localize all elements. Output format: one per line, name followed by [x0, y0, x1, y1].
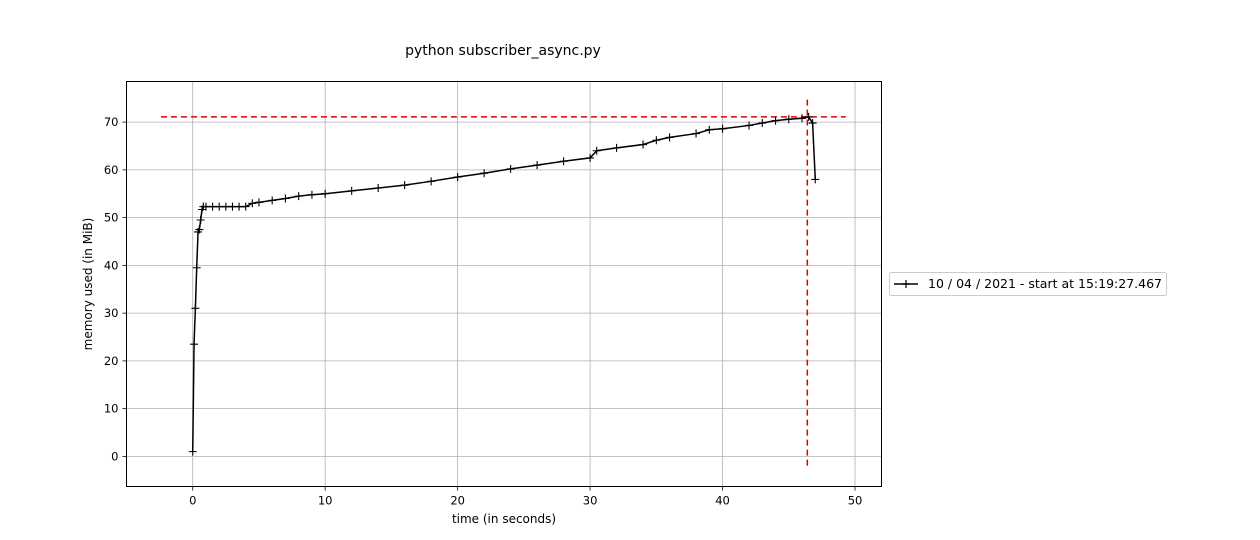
- y-tick-label: 70: [104, 115, 119, 129]
- data-point: [705, 125, 714, 134]
- data-point: [192, 263, 201, 272]
- data-point: [400, 181, 409, 190]
- x-tick-label: 10: [318, 494, 333, 508]
- data-point: [758, 119, 767, 128]
- y-tick-label: 50: [104, 211, 119, 225]
- data-point: [586, 153, 595, 162]
- data-point: [639, 140, 648, 149]
- data-point: [652, 136, 661, 145]
- series-line: [191, 115, 817, 452]
- data-point: [612, 143, 621, 152]
- data-point: [307, 190, 316, 199]
- data-point: [191, 304, 200, 313]
- x-tick-label: 50: [848, 494, 863, 508]
- data-point: [248, 199, 257, 208]
- y-tick-label: 40: [104, 258, 119, 272]
- plot-frame: [126, 81, 882, 487]
- data-point: [745, 121, 754, 130]
- data-point: [480, 169, 489, 178]
- y-tick-label: 30: [104, 306, 119, 320]
- legend-marker: [902, 280, 910, 288]
- data-point: [190, 340, 199, 349]
- data-point: [665, 133, 674, 142]
- data-point: [453, 173, 462, 182]
- y-tick-label: 0: [111, 449, 118, 463]
- data-point: [506, 164, 515, 173]
- data-point: [718, 124, 727, 133]
- data-point: [321, 189, 330, 198]
- data-point: [374, 184, 383, 193]
- x-axis-label: time (in seconds): [452, 512, 556, 526]
- data-point: [592, 146, 601, 155]
- peak-reference-lines: [160, 99, 846, 468]
- data-point: [347, 186, 356, 195]
- data-point: [808, 119, 817, 128]
- data-point: [804, 112, 813, 121]
- data-point: [188, 447, 197, 456]
- x-axis-ticks: 0 10 20 30 40 50: [189, 486, 863, 508]
- y-axis-label: memory used (in MiB): [81, 218, 95, 351]
- y-tick-label: 60: [104, 163, 119, 177]
- data-point: [196, 216, 205, 225]
- data-point: [268, 196, 277, 205]
- y-tick-label: 20: [104, 354, 119, 368]
- grid-lines: [126, 81, 882, 487]
- series-group: [188, 112, 820, 456]
- data-point: [692, 129, 701, 138]
- data-point: [254, 198, 263, 207]
- data-point: [427, 177, 436, 186]
- data-point: [533, 161, 542, 170]
- legend-entry-label: 10 / 04 / 2021 - start at 15:19:27.467: [928, 276, 1162, 291]
- x-tick-label: 30: [583, 494, 598, 508]
- data-point: [281, 194, 290, 203]
- data-point: [811, 175, 820, 184]
- data-point: [241, 202, 250, 211]
- data-point: [771, 116, 780, 125]
- data-point: [294, 192, 303, 201]
- y-tick-label: 10: [104, 402, 119, 416]
- data-point: [798, 114, 807, 123]
- legend-box: [889, 272, 1167, 296]
- data-point: [784, 115, 793, 124]
- y-axis-ticks: 0 10 20 30 40 50 60 70: [104, 115, 127, 463]
- data-point: [195, 225, 204, 234]
- chart-title: python subscriber_async.py: [405, 43, 601, 59]
- x-tick-label: 20: [450, 494, 465, 508]
- data-point: [559, 157, 568, 166]
- legend: 10 / 04 / 2021 - start at 15:19:27.467: [889, 272, 1167, 296]
- x-tick-label: 40: [715, 494, 730, 508]
- x-tick-label: 0: [189, 494, 196, 508]
